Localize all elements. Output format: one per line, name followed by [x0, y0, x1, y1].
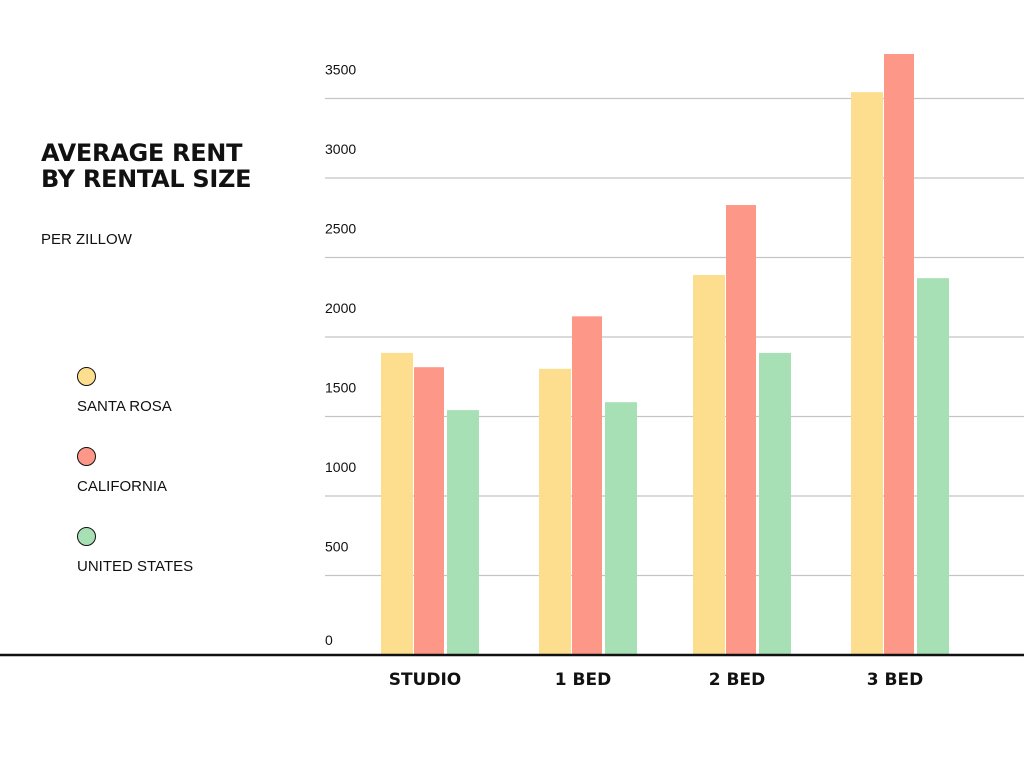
y-tick-label: 0: [325, 632, 333, 648]
x-axis-category-labels: STUDIO 1 BED 2 BED 3 BED: [389, 670, 923, 690]
y-tick-label: 3000: [325, 141, 356, 157]
legend-swatch-california: [77, 447, 96, 466]
bar-1-bed-united-states: [605, 402, 637, 655]
bar-studio-united-states: [447, 410, 479, 655]
x-category-label: 1 BED: [555, 670, 611, 690]
y-tick-label: 3500: [325, 62, 356, 78]
y-tick-label: 500: [325, 539, 349, 555]
y-tick-label: 1500: [325, 380, 356, 396]
x-category-label: 3 BED: [867, 670, 923, 690]
chart-subtitle: PER ZILLOW: [41, 231, 132, 248]
legend-item-california: CALIFORNIA: [77, 447, 167, 495]
bar-1-bed-california: [572, 316, 602, 655]
legend-item-united-states: UNITED STATES: [77, 527, 193, 575]
bar-3-bed-united-states: [917, 278, 949, 655]
bar-2-bed-california: [726, 205, 756, 655]
x-category-label: STUDIO: [389, 670, 462, 690]
bar-3-bed-california: [884, 53, 914, 656]
bars: [381, 53, 949, 656]
legend-item-santa-rosa: SANTA ROSA: [77, 367, 172, 415]
bar-studio-santa-rosa: [381, 352, 413, 655]
legend-label-santa-rosa: SANTA ROSA: [77, 398, 172, 415]
bar-2-bed-united-states: [759, 352, 791, 655]
chart-title: AVERAGE RENT BY RENTAL SIZE: [41, 139, 252, 193]
y-tick-label: 2500: [325, 221, 356, 237]
bar-3-bed-santa-rosa: [851, 92, 883, 655]
y-tick-label: 2000: [325, 300, 356, 316]
x-category-label: 2 BED: [709, 670, 765, 690]
legend-label-united-states: UNITED STATES: [77, 558, 194, 575]
legend-label-california: CALIFORNIA: [77, 478, 168, 495]
legend-swatch-santa-rosa: [77, 367, 96, 386]
bar-2-bed-santa-rosa: [693, 274, 725, 655]
y-tick-label: 1000: [325, 459, 356, 475]
bar-studio-california: [414, 367, 444, 655]
bar-1-bed-santa-rosa: [539, 368, 571, 655]
legend-swatch-united-states: [77, 527, 96, 546]
y-axis-tick-labels: 0 500 1000 1500 2000 2500 3000 3500: [325, 62, 356, 649]
